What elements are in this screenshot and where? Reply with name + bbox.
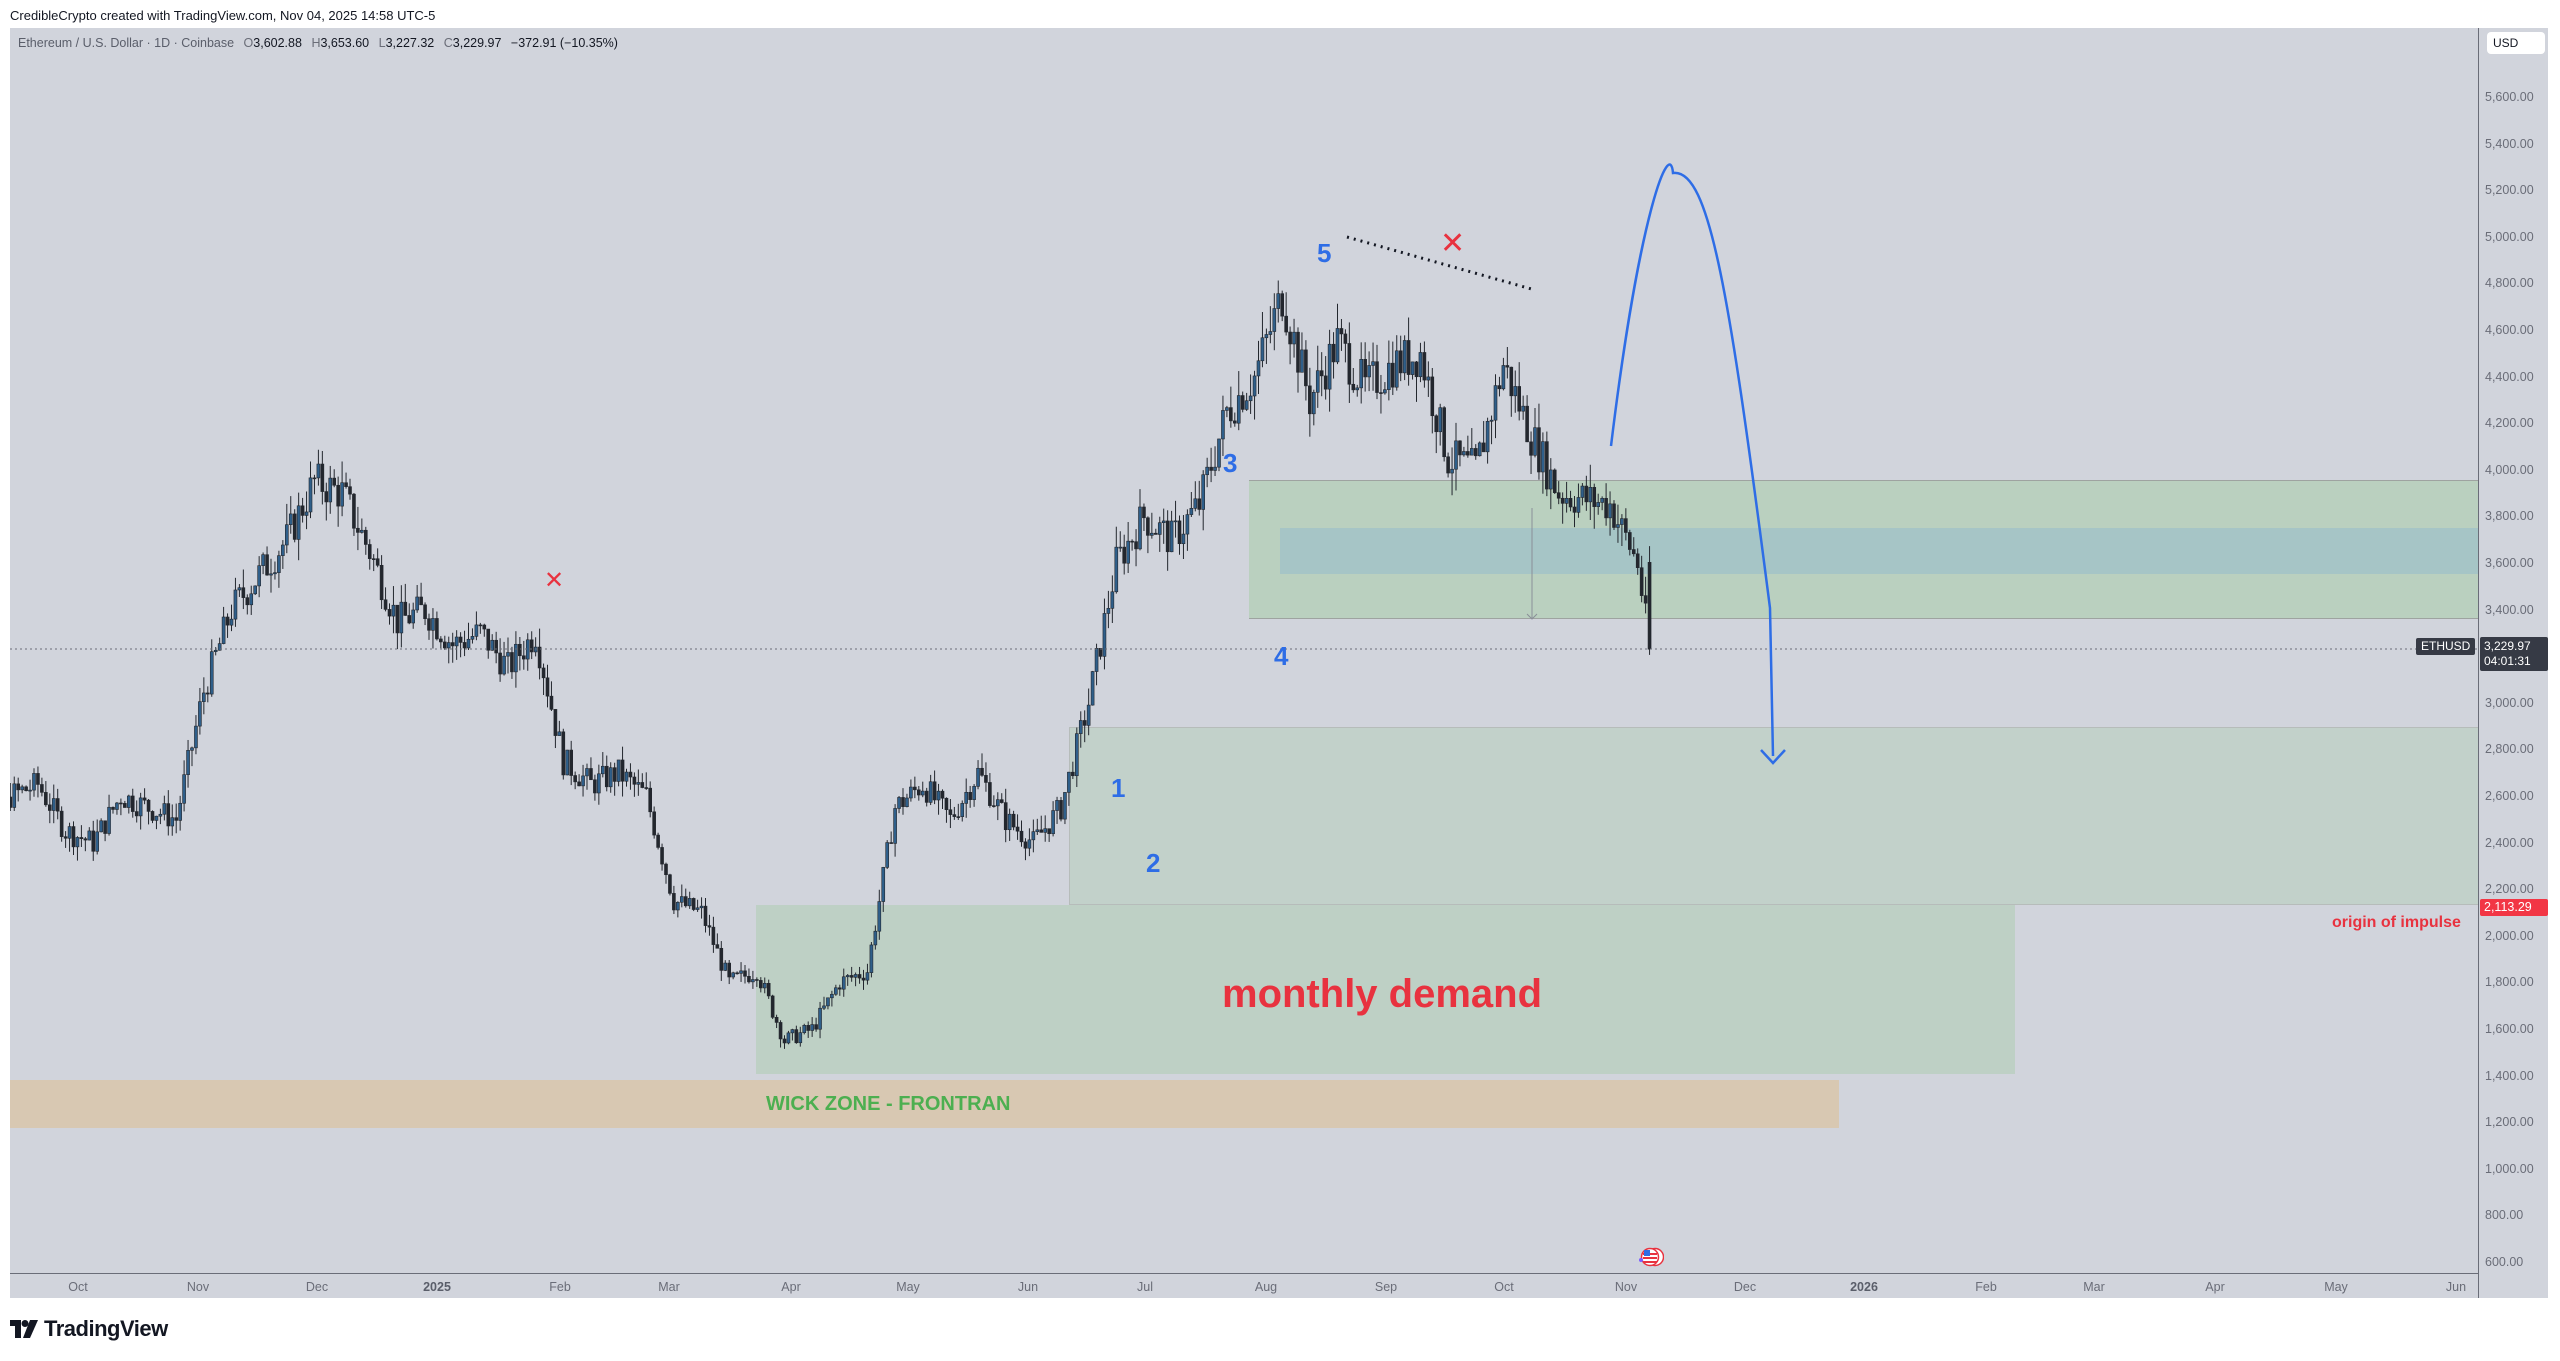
time-tick: Mar [2083, 1280, 2105, 1294]
measure-arrow-icon [1526, 613, 1538, 620]
time-tick: Jun [2445, 1280, 2467, 1294]
price-tick: 3,400.00 [2485, 602, 2534, 617]
time-tick: Jul [1137, 1280, 1153, 1294]
monthly-demand-label: monthly demand [1222, 972, 1543, 1016]
high-value: 3,653.60 [320, 36, 370, 50]
impulse-origin-zone[interactable] [1069, 727, 2478, 905]
price-marker-badge: 2,113.29 [2480, 899, 2548, 916]
price-tick: 5,200.00 [2485, 183, 2534, 198]
time-tick: Jun [1017, 1280, 1039, 1294]
close-label: C [443, 36, 453, 50]
symbol-title[interactable]: Ethereum / U.S. Dollar · 1D · Coinbase [18, 36, 235, 50]
x-mark-icon: ✕ [1440, 227, 1466, 260]
price-axis[interactable]: USD 5,600.00 5,400.00 5,200.00 5,000.00 4,80… [2478, 28, 2548, 1298]
price-tick: 3,000.00 [2485, 695, 2534, 710]
tradingview-brand: TradingView [44, 1316, 168, 1341]
time-tick: Apr [781, 1280, 801, 1294]
wave-2-label: 2 [1146, 848, 1161, 878]
price-tick: 1,400.00 [2485, 1068, 2534, 1083]
time-tick: 2025 [423, 1280, 451, 1294]
time-tick: Dec [1733, 1280, 1757, 1294]
monthly-demand-zone[interactable] [756, 905, 2015, 1074]
descending-trendline[interactable] [1346, 235, 1536, 292]
chart-frame[interactable]: 5 3 4 1 2 ✕ ✕ monthly demand origin of i… [10, 28, 2548, 1298]
time-tick: 2026 [1850, 1280, 1878, 1294]
price-tick: 2,600.00 [2485, 789, 2534, 803]
open-label: O [243, 36, 254, 50]
price-tick: 4,400.00 [2485, 369, 2534, 384]
symbol-price-tag: ETHUSD [2416, 638, 2476, 655]
time-tick: Aug [1254, 1280, 1278, 1294]
time-tick: Nov [186, 1280, 210, 1294]
change-value: −372.91 (−10.35%) [510, 36, 618, 50]
wave-5-label: 5 [1317, 238, 1332, 268]
wave-1-label: 1 [1111, 773, 1126, 803]
price-tick: 2,000.00 [2485, 928, 2534, 943]
price-tick: 1,000.00 [2485, 1161, 2534, 1176]
chart-pane[interactable]: 5 3 4 1 2 ✕ ✕ monthly demand origin of i… [10, 28, 2478, 1273]
price-tick: 3,600.00 [2485, 556, 2534, 570]
last-price-value: 3,229.97 [2484, 639, 2531, 653]
price-tick: 2,200.00 [2485, 882, 2534, 897]
chart-credit: CredibleCrypto created with TradingView.… [10, 8, 436, 23]
time-tick: Mar [658, 1280, 680, 1294]
origin-of-impulse-label: origin of impulse [2332, 914, 2461, 931]
bar-countdown: 04:01:31 [2484, 654, 2531, 668]
open-value: 3,602.88 [253, 36, 302, 50]
time-tick: Apr [2205, 1280, 2225, 1294]
time-tick: May [2324, 1280, 2348, 1294]
time-tick: Nov [1614, 1280, 1638, 1294]
time-axis[interactable]: Oct Nov Dec 2025 Feb Mar Apr May Jun Jul Aug Sep Oct… [10, 1273, 2478, 1298]
time-tick: May [896, 1280, 920, 1294]
last-price-badge: 3,229.97 04:01:31 [2480, 637, 2548, 671]
price-tick: 5,000.00 [2485, 229, 2534, 244]
wave-4-label: 4 [1274, 641, 1289, 671]
wick-zone-box[interactable] [10, 1080, 1839, 1128]
price-tick: 5,600.00 [2485, 90, 2534, 104]
wave4-inner-band[interactable] [1280, 528, 2478, 574]
price-tick: 4,200.00 [2485, 416, 2534, 431]
price-tick: 4,000.00 [2485, 462, 2534, 477]
currency-button[interactable]: USD [2487, 32, 2545, 54]
low-value: 3,227.32 [385, 36, 435, 50]
price-tick: 1,200.00 [2485, 1115, 2534, 1130]
price-tick: 1,600.00 [2485, 1022, 2534, 1036]
tradingview-logo[interactable]: TradingView [10, 1316, 168, 1342]
price-tick: 3,800.00 [2485, 509, 2534, 524]
price-tick: 4,800.00 [2485, 276, 2534, 291]
time-tick: Dec [305, 1280, 329, 1294]
price-tick: 2,800.00 [2485, 742, 2534, 757]
price-tick: 800.00 [2485, 1208, 2524, 1223]
time-tick: Feb [1975, 1280, 1997, 1294]
symbol-legend[interactable]: Ethereum / U.S. Dollar · 1D · Coinbase O… [18, 36, 618, 50]
wick-zone-label: WICK ZONE - FRONTRAN [766, 1093, 1011, 1115]
price-tick: 600.00 [2485, 1255, 2524, 1269]
price-tick: 1,800.00 [2485, 975, 2534, 990]
time-tick: Oct [1494, 1280, 1514, 1294]
projection-arrowhead-icon [1760, 749, 1786, 765]
drawings-layer [10, 163, 2478, 765]
projection-path[interactable] [1609, 163, 1775, 757]
price-tick: 5,400.00 [2485, 136, 2534, 151]
high-label: H [311, 36, 321, 50]
us-flag-event-icon[interactable] [1638, 1246, 1664, 1268]
x-mark-icon: ✕ [544, 567, 565, 594]
price-tick: 4,600.00 [2485, 323, 2534, 337]
time-tick: Sep [1374, 1280, 1398, 1294]
time-tick: Oct [68, 1280, 88, 1294]
close-value: 3,229.97 [452, 36, 502, 50]
time-tick: Feb [549, 1280, 571, 1294]
candles-layer [10, 280, 1652, 1049]
low-label: L [378, 36, 386, 50]
price-tick: 2,400.00 [2485, 835, 2534, 850]
tradingview-logo-icon [10, 1320, 38, 1338]
wave-3-label: 3 [1223, 448, 1238, 478]
